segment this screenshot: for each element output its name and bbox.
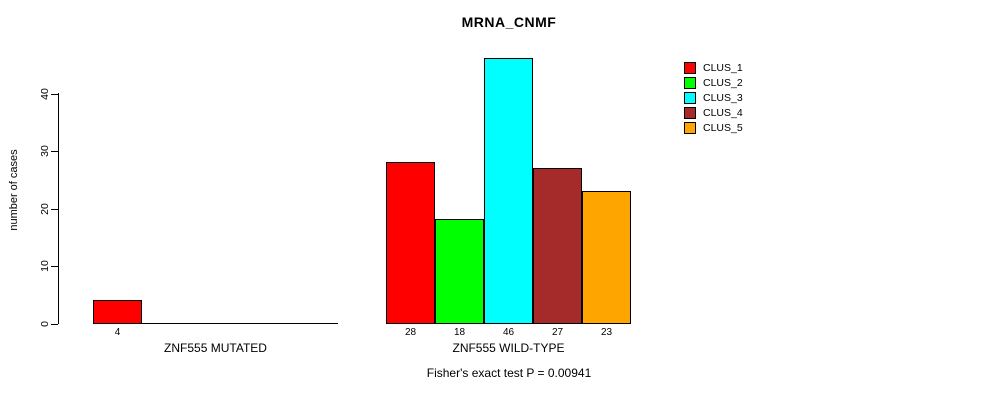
bar-value-label: 23 <box>600 327 613 338</box>
y-tick-label: 0 <box>39 321 51 327</box>
y-tick-label: 30 <box>39 145 51 157</box>
bar-clus_5 <box>582 191 631 324</box>
legend-swatch <box>684 91 696 104</box>
legend-swatch <box>684 121 696 134</box>
y-axis-line <box>58 93 59 324</box>
group-label: ZNF555 MUTATED <box>164 341 267 355</box>
y-tick-label: 20 <box>39 203 51 215</box>
legend-swatch <box>684 61 696 74</box>
legend-item: CLUS_1 <box>684 60 743 75</box>
group-baseline <box>93 323 338 324</box>
y-tick-label: 10 <box>39 260 51 272</box>
legend-label: CLUS_4 <box>703 106 743 119</box>
y-tick-mark <box>51 209 58 210</box>
legend: CLUS_1 CLUS_2 CLUS_3 CLUS_4 CLUS_5 <box>684 60 743 135</box>
legend-swatch <box>684 76 696 89</box>
bar-value-label: 18 <box>453 327 466 338</box>
legend-label: CLUS_2 <box>703 76 743 89</box>
bar-value-label: 46 <box>502 327 515 338</box>
bar-value-label: 4 <box>114 327 121 338</box>
legend-item: CLUS_5 <box>684 120 743 135</box>
bar-clus_4 <box>533 168 582 324</box>
legend-item: CLUS_4 <box>684 105 743 120</box>
legend-item: CLUS_2 <box>684 75 743 90</box>
y-tick-mark <box>51 266 58 267</box>
bar-clus_2 <box>435 219 484 324</box>
legend-item: CLUS_3 <box>684 90 743 105</box>
legend-swatch <box>684 106 696 119</box>
annotation-text: Fisher's exact test P = 0.00941 <box>426 366 592 380</box>
bar-clus_1 <box>386 162 435 324</box>
bar-value-label: 27 <box>551 327 564 338</box>
legend-label: CLUS_3 <box>703 91 743 104</box>
legend-label: CLUS_5 <box>703 121 743 134</box>
y-tick-mark <box>51 151 58 152</box>
legend-label: CLUS_1 <box>703 61 743 74</box>
group-label: ZNF555 WILD-TYPE <box>452 341 565 355</box>
y-axis-title: number of cases <box>8 149 20 231</box>
y-tick-label: 40 <box>39 88 51 100</box>
bar-clus_1 <box>93 300 142 324</box>
bar-value-label: 28 <box>404 327 417 338</box>
bar-clus_3 <box>484 58 533 324</box>
y-tick-mark <box>51 94 58 95</box>
y-tick-mark <box>51 324 58 325</box>
chart-title: MRNA_CNMF <box>461 14 557 30</box>
